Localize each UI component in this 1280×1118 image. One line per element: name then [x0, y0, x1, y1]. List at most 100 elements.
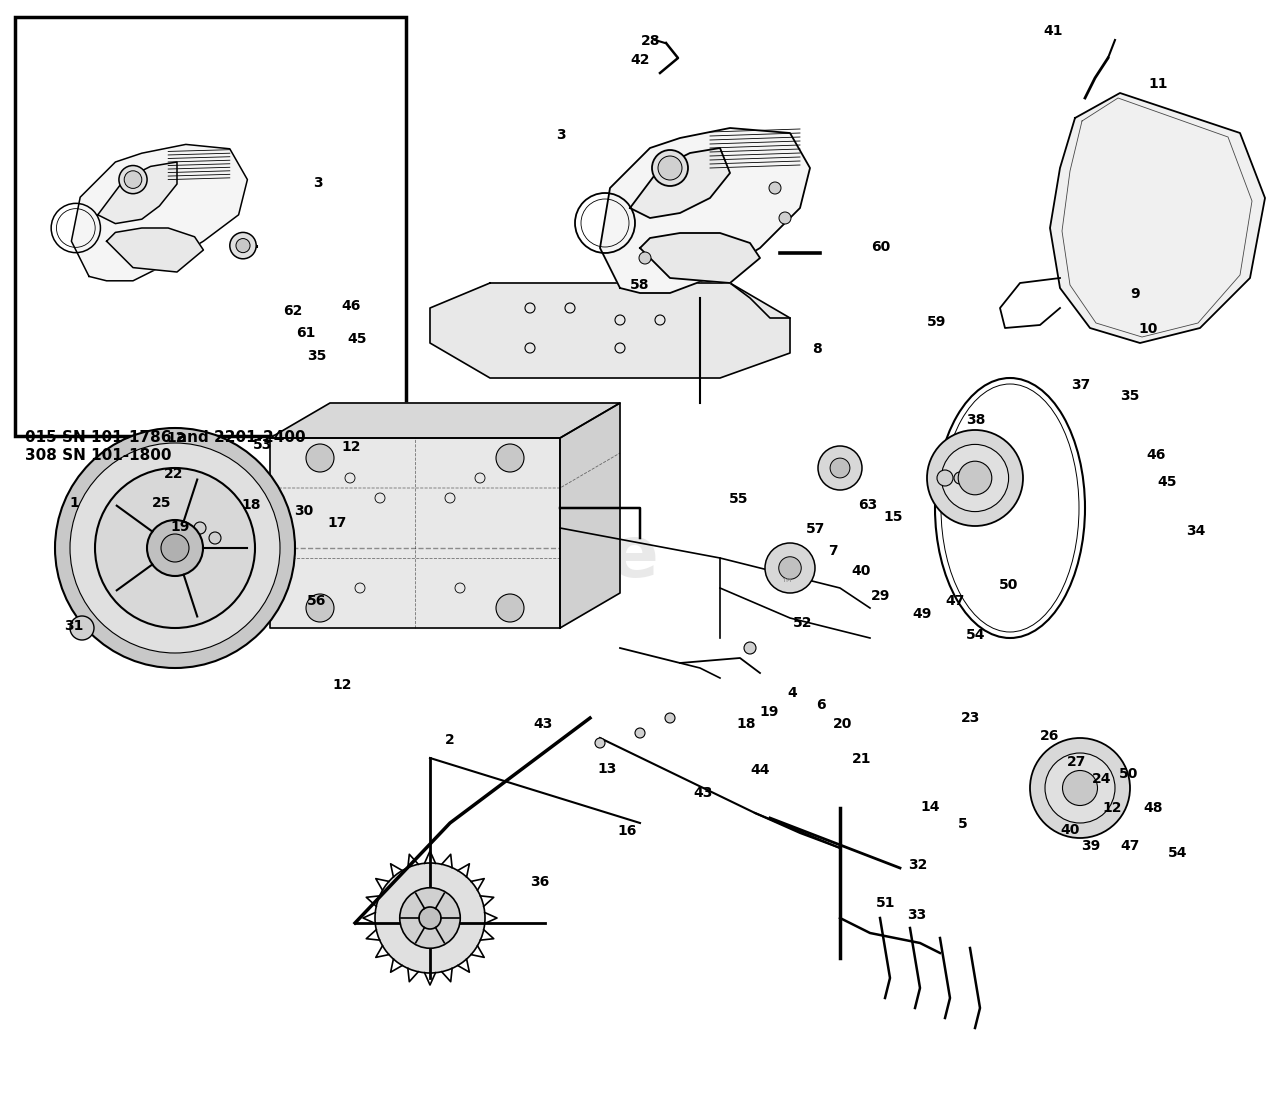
- Text: 38: 38: [965, 414, 986, 427]
- Text: 45: 45: [347, 332, 366, 345]
- Polygon shape: [600, 127, 810, 293]
- Circle shape: [1062, 770, 1097, 805]
- Text: 27: 27: [1066, 756, 1087, 769]
- Text: 57: 57: [805, 522, 826, 536]
- Polygon shape: [270, 402, 620, 438]
- Text: 41: 41: [1043, 25, 1064, 38]
- Circle shape: [954, 472, 966, 484]
- Text: 46: 46: [1146, 448, 1166, 462]
- Circle shape: [70, 616, 93, 639]
- Text: 8: 8: [812, 342, 822, 356]
- Circle shape: [780, 212, 791, 224]
- Text: 43: 43: [692, 786, 713, 799]
- Text: 18: 18: [736, 718, 756, 731]
- Text: 26: 26: [1039, 729, 1060, 742]
- Polygon shape: [72, 144, 247, 281]
- Text: 36: 36: [530, 875, 550, 889]
- Text: 4: 4: [787, 686, 797, 700]
- Circle shape: [927, 430, 1023, 525]
- Text: 21: 21: [851, 752, 872, 766]
- Circle shape: [778, 557, 801, 579]
- Circle shape: [1030, 738, 1130, 838]
- Text: 47: 47: [945, 595, 965, 608]
- Text: 37: 37: [1070, 378, 1091, 391]
- Text: 17: 17: [326, 517, 347, 530]
- Circle shape: [595, 738, 605, 748]
- Text: 20: 20: [832, 718, 852, 731]
- Text: 3: 3: [556, 129, 566, 142]
- Text: 35: 35: [307, 349, 326, 362]
- Text: 60: 60: [870, 240, 891, 254]
- Text: 9: 9: [1130, 287, 1140, 301]
- Polygon shape: [640, 233, 760, 283]
- Text: 11: 11: [1148, 77, 1169, 91]
- Circle shape: [1044, 754, 1115, 823]
- Text: 12: 12: [340, 440, 361, 454]
- Text: 32: 32: [908, 859, 928, 872]
- Text: 19: 19: [759, 705, 780, 719]
- Circle shape: [831, 458, 850, 477]
- Bar: [15, 17, 406, 436]
- Text: 5: 5: [957, 817, 968, 831]
- Circle shape: [306, 444, 334, 472]
- Circle shape: [95, 468, 255, 628]
- Text: PartsTre: PartsTre: [320, 523, 659, 593]
- Circle shape: [497, 594, 524, 622]
- Circle shape: [70, 443, 280, 653]
- Text: 46: 46: [342, 300, 361, 313]
- Text: 54: 54: [965, 628, 986, 642]
- Circle shape: [124, 171, 142, 189]
- Text: 59: 59: [927, 315, 947, 329]
- Text: 15: 15: [883, 510, 904, 523]
- Text: 56: 56: [306, 595, 326, 608]
- Text: 6: 6: [815, 699, 826, 712]
- Text: 14: 14: [920, 800, 941, 814]
- Text: 30: 30: [293, 504, 314, 518]
- Circle shape: [161, 534, 189, 562]
- Text: 53: 53: [252, 438, 273, 452]
- Text: 35: 35: [1120, 389, 1140, 402]
- Text: ™: ™: [780, 578, 792, 591]
- Text: 015 SN 101-1786 and 2201-2400
308 SN 101-1800: 015 SN 101-1786 and 2201-2400 308 SN 101…: [26, 430, 306, 463]
- Text: 12: 12: [332, 679, 352, 692]
- Text: 48: 48: [1143, 802, 1164, 815]
- Text: 16: 16: [617, 824, 637, 837]
- Text: 62: 62: [283, 304, 302, 318]
- Text: 12: 12: [1102, 802, 1123, 815]
- Circle shape: [209, 532, 221, 544]
- Text: 2: 2: [444, 733, 454, 747]
- Circle shape: [658, 157, 682, 180]
- Circle shape: [306, 594, 334, 622]
- Circle shape: [818, 446, 861, 490]
- Text: 42: 42: [630, 54, 650, 67]
- Circle shape: [55, 428, 294, 667]
- Text: 34: 34: [1185, 524, 1206, 538]
- Circle shape: [666, 713, 675, 723]
- Circle shape: [744, 642, 756, 654]
- Text: 18: 18: [241, 499, 261, 512]
- Circle shape: [399, 888, 461, 948]
- Circle shape: [652, 150, 689, 186]
- Text: 39: 39: [1080, 840, 1101, 853]
- Text: 23: 23: [960, 711, 980, 724]
- Polygon shape: [1050, 93, 1265, 343]
- Text: 13: 13: [596, 762, 617, 776]
- Circle shape: [937, 470, 954, 486]
- Text: 29: 29: [870, 589, 891, 603]
- Text: 50: 50: [1119, 767, 1139, 780]
- Text: 24: 24: [1092, 773, 1112, 786]
- Circle shape: [375, 863, 485, 973]
- Text: 40: 40: [851, 565, 872, 578]
- Circle shape: [236, 238, 250, 253]
- Polygon shape: [630, 148, 730, 218]
- Text: 61: 61: [296, 326, 315, 340]
- Text: 40: 40: [1060, 823, 1080, 836]
- Polygon shape: [106, 228, 204, 272]
- Text: 47: 47: [1120, 840, 1140, 853]
- Text: 12: 12: [166, 432, 187, 445]
- Circle shape: [147, 520, 204, 576]
- Circle shape: [959, 462, 992, 495]
- Circle shape: [119, 165, 147, 193]
- Polygon shape: [430, 283, 790, 378]
- Text: 45: 45: [1157, 475, 1178, 489]
